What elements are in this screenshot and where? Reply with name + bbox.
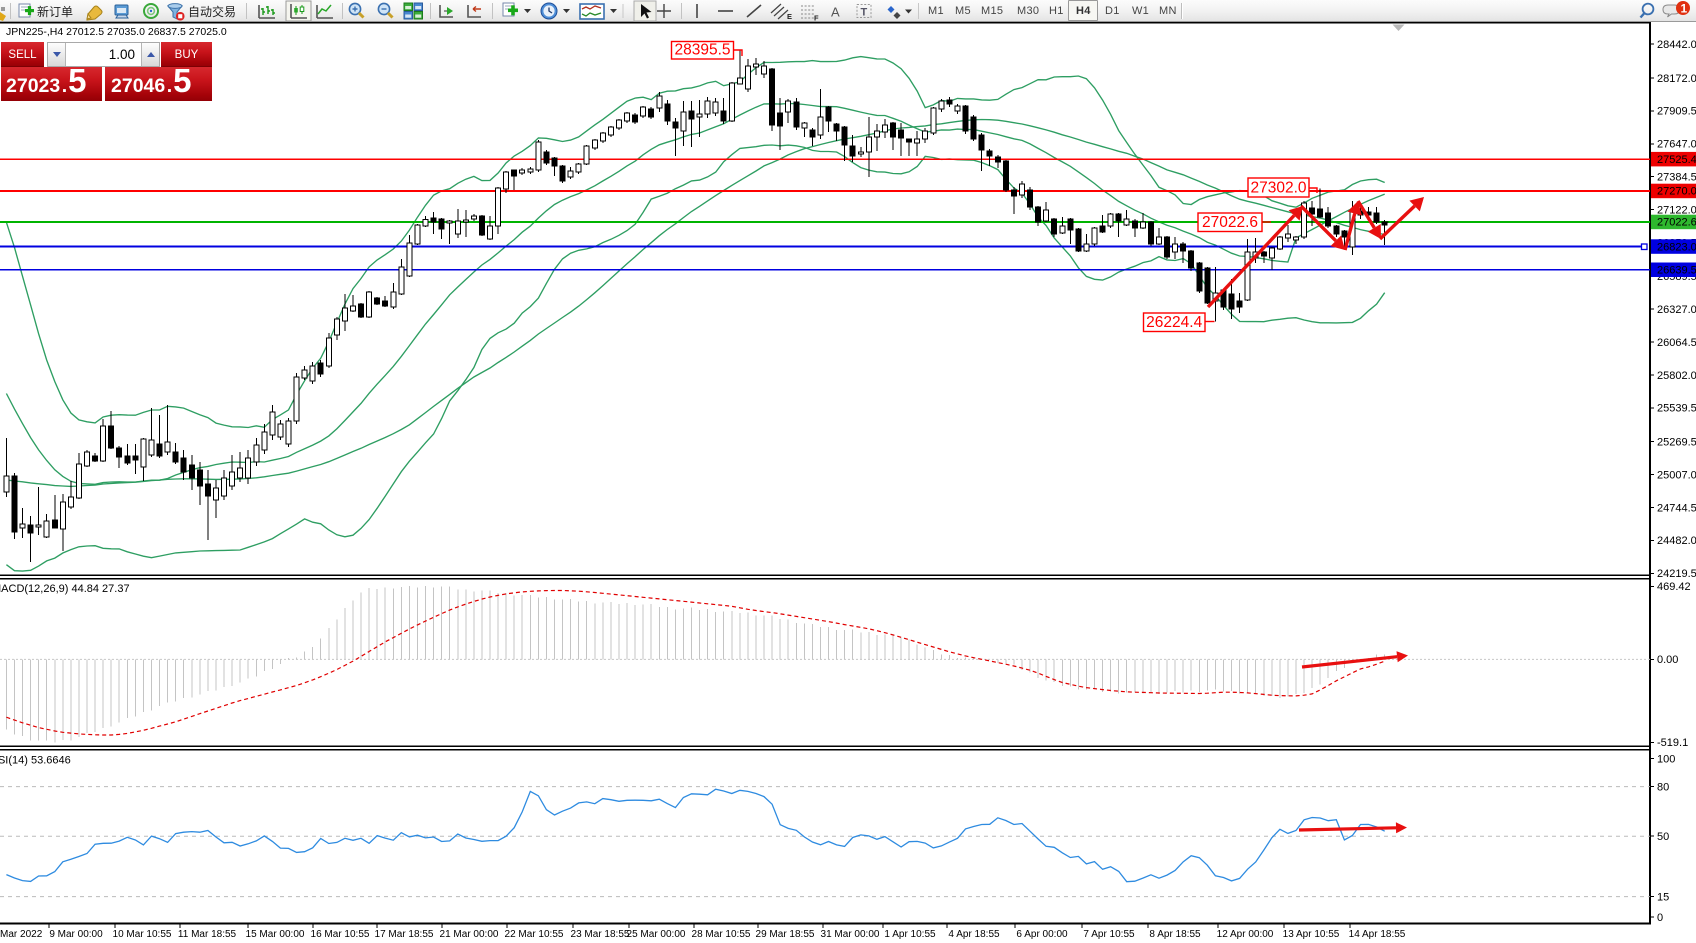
svg-text:27302.0: 27302.0 <box>1250 180 1306 197</box>
svg-text:26639.5: 26639.5 <box>1657 265 1696 277</box>
svg-text:11 Mar 18:55: 11 Mar 18:55 <box>178 929 237 940</box>
svg-text:13 Apr 10:55: 13 Apr 10:55 <box>1283 929 1340 940</box>
svg-text:31 Mar 00:00: 31 Mar 00:00 <box>821 929 880 940</box>
svg-text:6 Apr 00:00: 6 Apr 00:00 <box>1016 929 1068 940</box>
svg-text:469.42: 469.42 <box>1657 581 1691 593</box>
svg-text:9 Mar 00:00: 9 Mar 00:00 <box>49 929 103 940</box>
svg-text:80: 80 <box>1657 781 1669 793</box>
svg-text:27022.6: 27022.6 <box>1202 214 1258 231</box>
svg-text:27122.0: 27122.0 <box>1657 204 1696 216</box>
svg-text:T: T <box>861 7 868 19</box>
svg-text:28395.5: 28395.5 <box>674 42 730 59</box>
svg-text:27384.5: 27384.5 <box>1657 172 1696 184</box>
svg-text:22 Mar 10:55: 22 Mar 10:55 <box>505 929 564 940</box>
svg-text:E: E <box>787 12 792 21</box>
svg-text:8 Apr 18:55: 8 Apr 18:55 <box>1149 929 1201 940</box>
svg-text:7 Apr 10:55: 7 Apr 10:55 <box>1083 929 1135 940</box>
svg-text:26327.0: 26327.0 <box>1657 304 1696 316</box>
svg-text:27909.5: 27909.5 <box>1657 106 1696 118</box>
svg-text:1: 1 <box>1681 2 1688 16</box>
svg-text:24744.5: 24744.5 <box>1657 502 1696 514</box>
svg-text:1 Apr 10:55: 1 Apr 10:55 <box>884 929 936 940</box>
svg-text:28172.0: 28172.0 <box>1657 73 1696 85</box>
svg-text:29 Mar 18:55: 29 Mar 18:55 <box>756 929 815 940</box>
svg-text:A: A <box>831 5 840 20</box>
svg-text:21 Mar 00:00: 21 Mar 00:00 <box>440 929 499 940</box>
svg-text:24219.5: 24219.5 <box>1657 568 1696 580</box>
svg-text:100: 100 <box>1657 753 1675 765</box>
svg-text:24482.0: 24482.0 <box>1657 535 1696 547</box>
svg-text:25269.5: 25269.5 <box>1657 437 1696 449</box>
svg-text:25539.5: 25539.5 <box>1657 403 1696 415</box>
svg-text:27647.0: 27647.0 <box>1657 139 1696 151</box>
svg-text:26064.5: 26064.5 <box>1657 337 1696 349</box>
svg-text:JPN225-,H4 27012.5 27035.0 26: JPN225-,H4 27012.5 27035.0 26837.5 27025… <box>6 26 227 38</box>
svg-text:12 Apr 00:00: 12 Apr 00:00 <box>1217 929 1274 940</box>
svg-text:25007.0: 25007.0 <box>1657 469 1696 481</box>
svg-text:0.00: 0.00 <box>1657 654 1678 666</box>
svg-text:F: F <box>814 14 819 23</box>
svg-text:26224.4: 26224.4 <box>1146 314 1202 331</box>
svg-text:23 Mar 18:55: 23 Mar 18:55 <box>571 929 630 940</box>
svg-text:25 Mar 00:00: 25 Mar 00:00 <box>627 929 686 940</box>
svg-text:MACD(12,26,9) 44.84 27.37: MACD(12,26,9) 44.84 27.37 <box>0 583 130 595</box>
svg-text:17 Mar 18:55: 17 Mar 18:55 <box>375 929 434 940</box>
svg-text:15 Mar 00:00: 15 Mar 00:00 <box>246 929 305 940</box>
svg-text:28 Mar 10:55: 28 Mar 10:55 <box>692 929 751 940</box>
svg-text:28442.0: 28442.0 <box>1657 39 1696 51</box>
svg-text:8 Mar 2022: 8 Mar 2022 <box>0 929 43 940</box>
svg-text:27525.4: 27525.4 <box>1657 154 1696 166</box>
svg-text:50: 50 <box>1657 831 1669 843</box>
svg-text:-519.1: -519.1 <box>1657 737 1688 749</box>
svg-text:0: 0 <box>1657 912 1663 924</box>
svg-text:14 Apr 18:55: 14 Apr 18:55 <box>1349 929 1406 940</box>
svg-text:RSI(14) 53.6646: RSI(14) 53.6646 <box>0 755 71 767</box>
svg-text:26823.0: 26823.0 <box>1657 241 1696 253</box>
svg-text:27022.6: 27022.6 <box>1657 217 1696 229</box>
svg-text:25802.0: 25802.0 <box>1657 370 1696 382</box>
svg-text:15: 15 <box>1657 891 1669 903</box>
svg-text:10 Mar 10:55: 10 Mar 10:55 <box>113 929 172 940</box>
svg-text:27270.0: 27270.0 <box>1657 186 1696 198</box>
svg-text:16 Mar 10:55: 16 Mar 10:55 <box>311 929 370 940</box>
svg-text:4 Apr 18:55: 4 Apr 18:55 <box>948 929 1000 940</box>
